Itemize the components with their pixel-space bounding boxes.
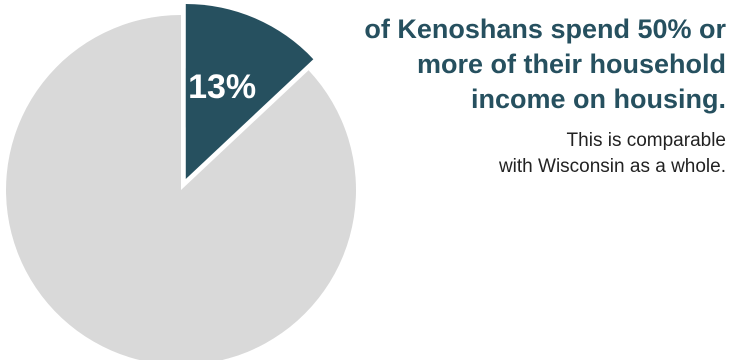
- pie-chart: 13%: [6, 3, 357, 360]
- pie-slice-remainder: [6, 15, 357, 360]
- pie-slice-13-percent: [185, 3, 314, 179]
- comparison-note-line-2: with Wisconsin as a whole.: [498, 156, 726, 177]
- headline-line-1: of Kenoshans spend 50% or: [364, 14, 726, 44]
- headline-text: of Kenoshans spend 50% or more of their …: [256, 12, 726, 117]
- comparison-note: This is comparable with Wisconsin as a w…: [326, 128, 726, 180]
- headline-line-3: income on housing.: [471, 84, 726, 114]
- pie-slice-label: 13%: [188, 68, 256, 106]
- comparison-note-line-1: This is comparable: [566, 130, 726, 151]
- headline-line-2: more of their household: [416, 49, 726, 79]
